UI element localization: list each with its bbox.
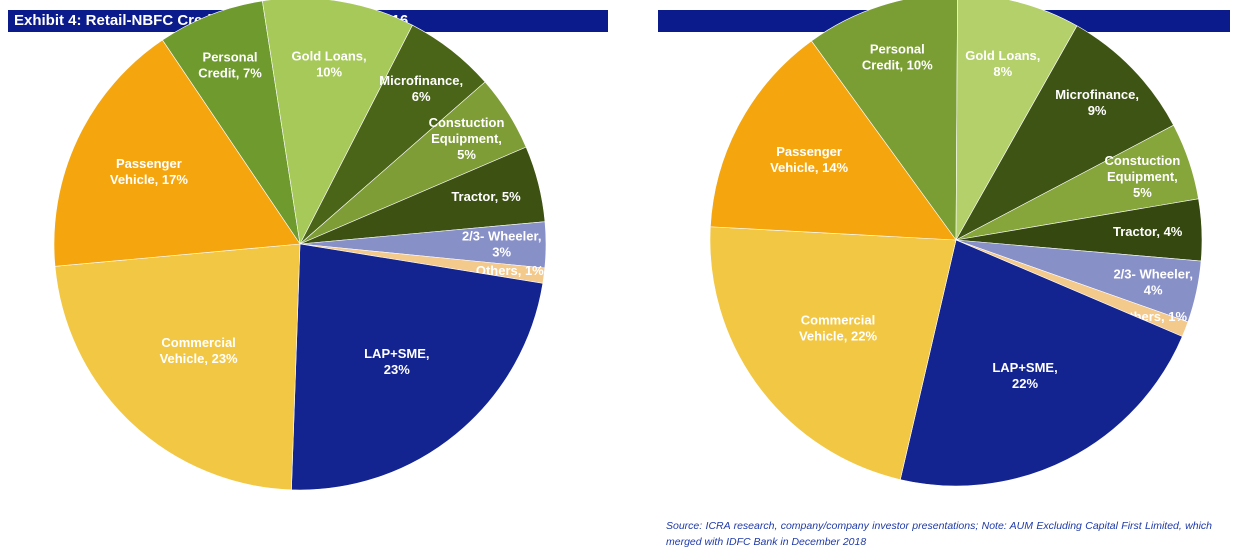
slice-label-constuction-equipment: Constuction Equipment, 5% xyxy=(1104,153,1180,200)
pie-slice-gold-loans xyxy=(262,0,413,245)
slice-label-gold-loans: Gold Loans, 8% xyxy=(965,48,1040,79)
pie-slice-gold-loans xyxy=(955,0,1078,242)
pie-slice-lap-sme xyxy=(899,239,1183,487)
slice-label-tractor: Tractor, 5% xyxy=(451,189,521,204)
pie-slice-personal-credit xyxy=(162,0,301,245)
slice-label-microfinance: Microfinance, 6% xyxy=(379,73,463,104)
slice-label-constuction-equipment: Constuction Equipment, 5% xyxy=(429,115,505,162)
pie-chart-dec-2016: Personal Credit, 7% Gold Loans, 10% Microfin… xyxy=(53,0,547,491)
slice-label-personal-credit: Personal Credit, 10% xyxy=(862,41,933,72)
pie-slice-microfinance xyxy=(955,25,1174,241)
pie-slice-passenger-vehicle xyxy=(53,39,301,267)
slice-label-tractor: Tractor, 4% xyxy=(1113,224,1183,239)
source-note: Source: ICRA research, company/company i… xyxy=(666,520,1212,548)
pie-slice-lap-sme xyxy=(291,243,544,491)
slice-label-lap-sme: LAP+SME, 22% xyxy=(992,360,1057,391)
slice-label-lap-sme: LAP+SME, 23% xyxy=(364,346,429,377)
slice-label-2-3-wheeler: 2/3- Wheeler, 3% xyxy=(462,229,541,260)
slice-label-microfinance: Microfinance, 9% xyxy=(1055,87,1139,118)
slice-label-commercial-vehicle: Commercial Vehicle, 22% xyxy=(799,313,877,344)
pie-chart-dec-2018: Personal Credit, 10% Gold Loans, 8% Microfin… xyxy=(709,0,1203,487)
pie-slice-commercial-vehicle xyxy=(54,243,301,491)
slice-label-personal-credit: Personal Credit, 7% xyxy=(198,49,262,80)
slice-label-passenger-vehicle: Passenger Vehicle, 17% xyxy=(110,156,188,187)
pie-slice-commercial-vehicle xyxy=(709,226,957,480)
slice-label-gold-loans: Gold Loans, 10% xyxy=(292,48,367,79)
pie-slice-personal-credit xyxy=(810,0,958,241)
slice-label-passenger-vehicle: Passenger Vehicle, 14% xyxy=(770,144,848,175)
slice-label-2-3-wheeler: 2/3- Wheeler, 4% xyxy=(1113,267,1192,298)
pie-slice-passenger-vehicle xyxy=(710,40,957,241)
slice-label-others: Others, 1% xyxy=(476,263,544,278)
slice-label-commercial-vehicle: Commercial Vehicle, 23% xyxy=(160,335,238,366)
